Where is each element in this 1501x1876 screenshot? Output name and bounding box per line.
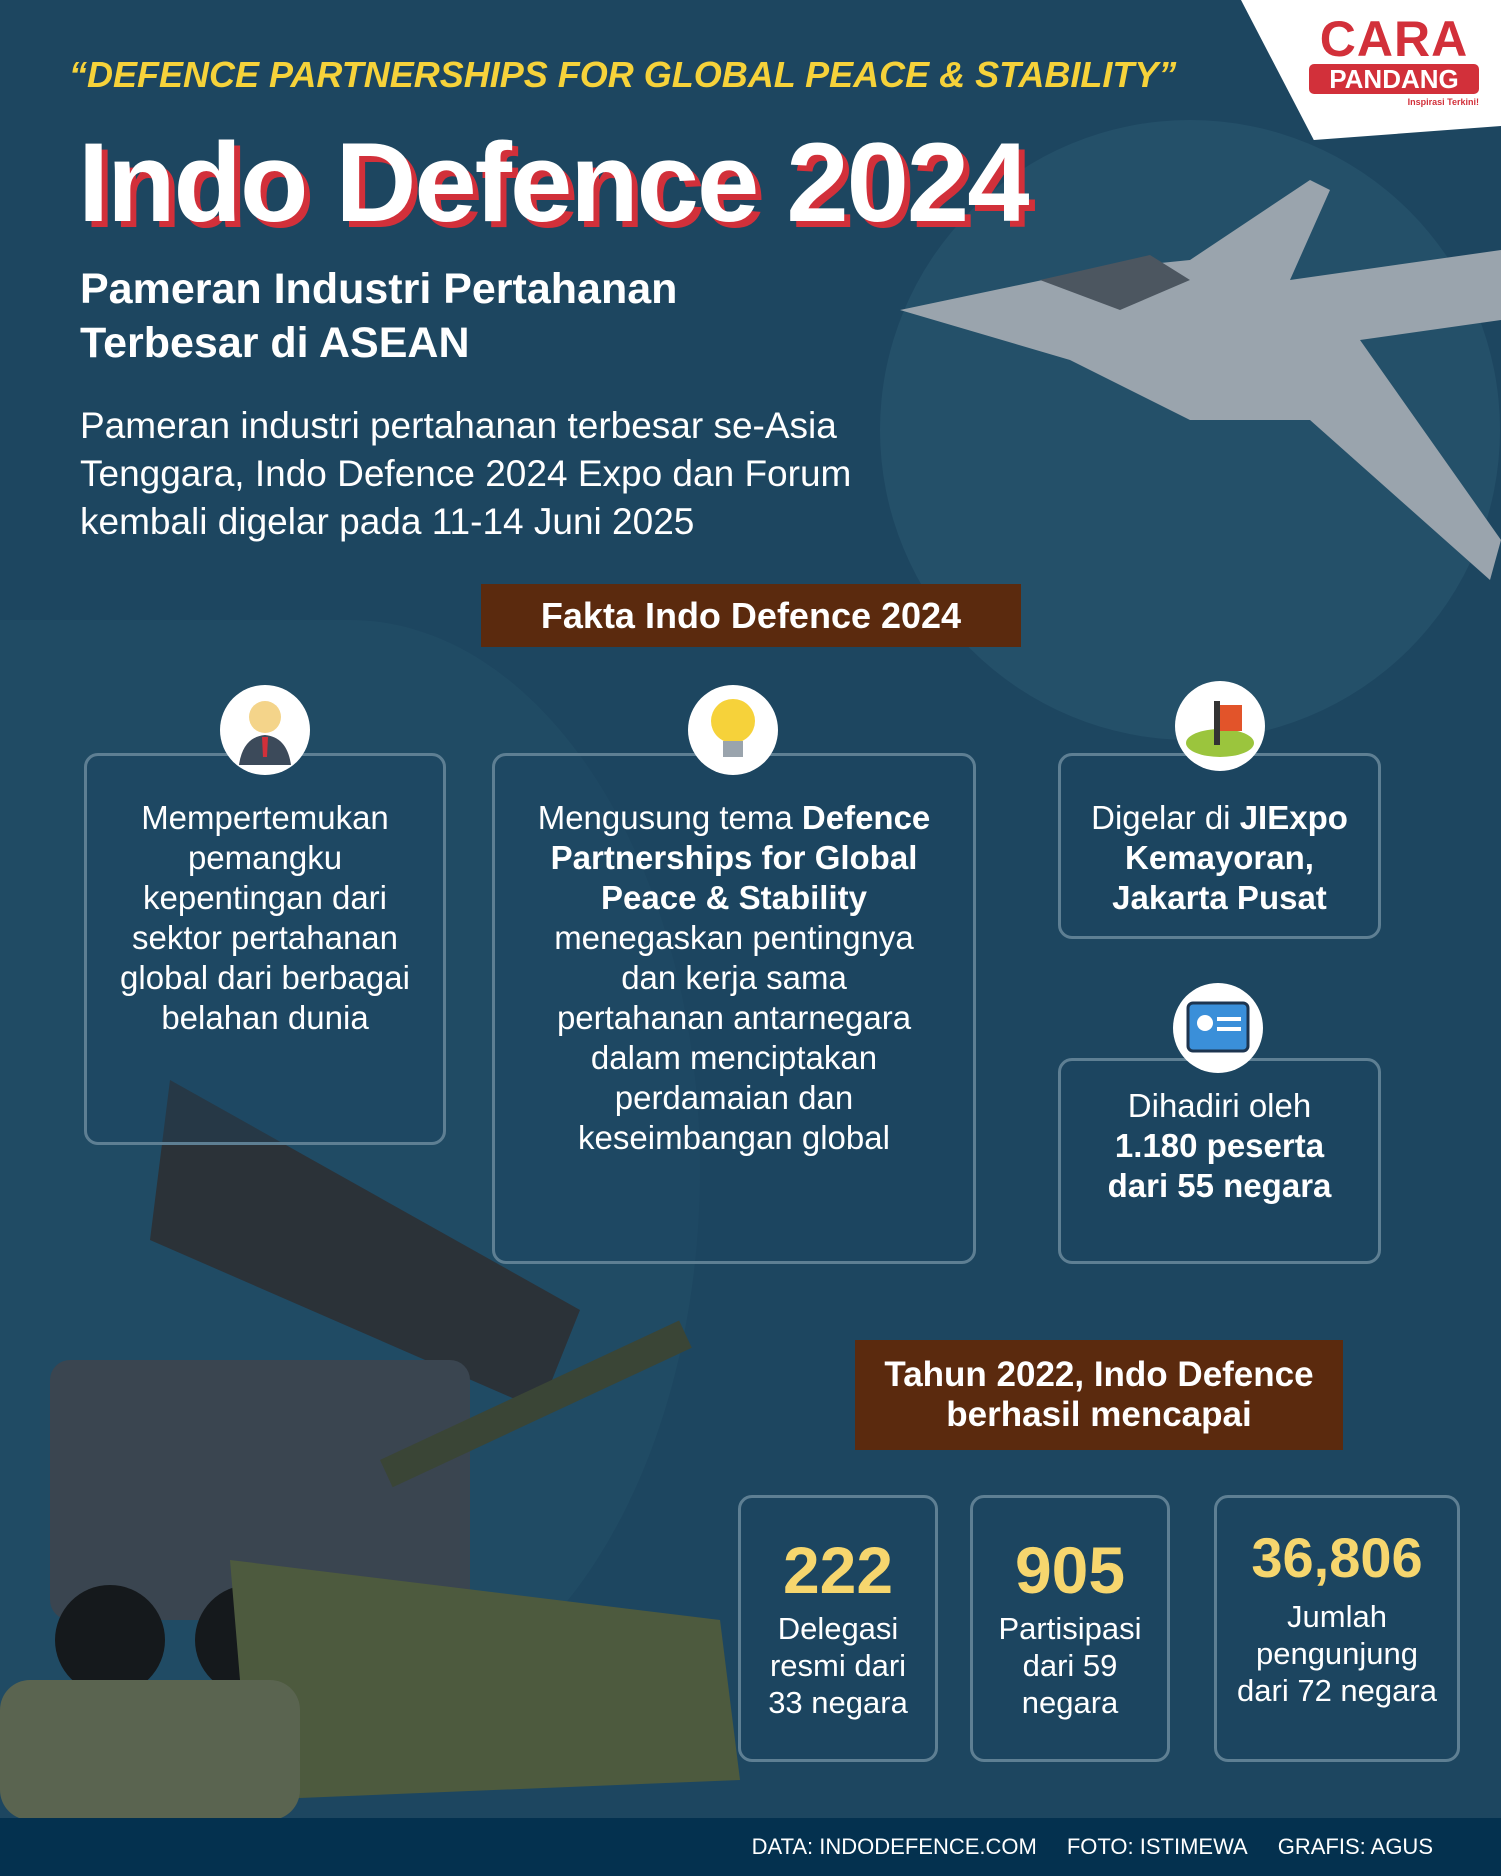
cara-pandang-logo: CARA PANDANG Inspirasi Terkini! [1309,14,1479,107]
intro-paragraph: Pameran industri pertahanan terbesar se-… [80,405,852,542]
fact-card-stakeholders: Mempertemukan pemangku kepentingan dari … [84,753,446,1145]
stat-card-delegations: 222 Delegasi resmi dari 33 negara [738,1495,938,1762]
stats-heading: Tahun 2022, Indo Defence berhasil mencap… [855,1340,1343,1450]
fact-card-theme: Mengusung tema Defence Partnerships for … [492,753,976,1264]
id-badge-icon [1173,983,1263,1073]
businessman-icon [220,685,310,775]
fact-card-venue: Digelar di JIExpo Kemayoran, Jakarta Pus… [1058,753,1381,939]
page-title: Indo Defence 2024 [78,120,1030,245]
fact-card-attendees: Dihadiri oleh 1.180 peserta dari 55 nega… [1058,1058,1381,1264]
military-vehicles-image [0,1080,740,1820]
fighter-jet-image [900,180,1501,580]
facts-heading: Fakta Indo Defence 2024 [481,584,1021,647]
stat-card-participation: 905 Partisipasi dari 59 negara [970,1495,1170,1762]
lightbulb-icon [688,685,778,775]
location-flag-icon [1175,681,1265,771]
subtitle: Pameran Industri Pertahanan Terbesar di A… [80,265,678,367]
stat-card-visitors: 36,806 Jumlah pengunjung dari 72 negara [1214,1495,1460,1762]
tagline: “DEFENCE PARTNERSHIPS FOR GLOBAL PEACE &… [69,54,1177,95]
credits-footer: DATA: INDODEFENCE.COM FOTO: ISTIMEWA GRA… [0,1818,1501,1876]
